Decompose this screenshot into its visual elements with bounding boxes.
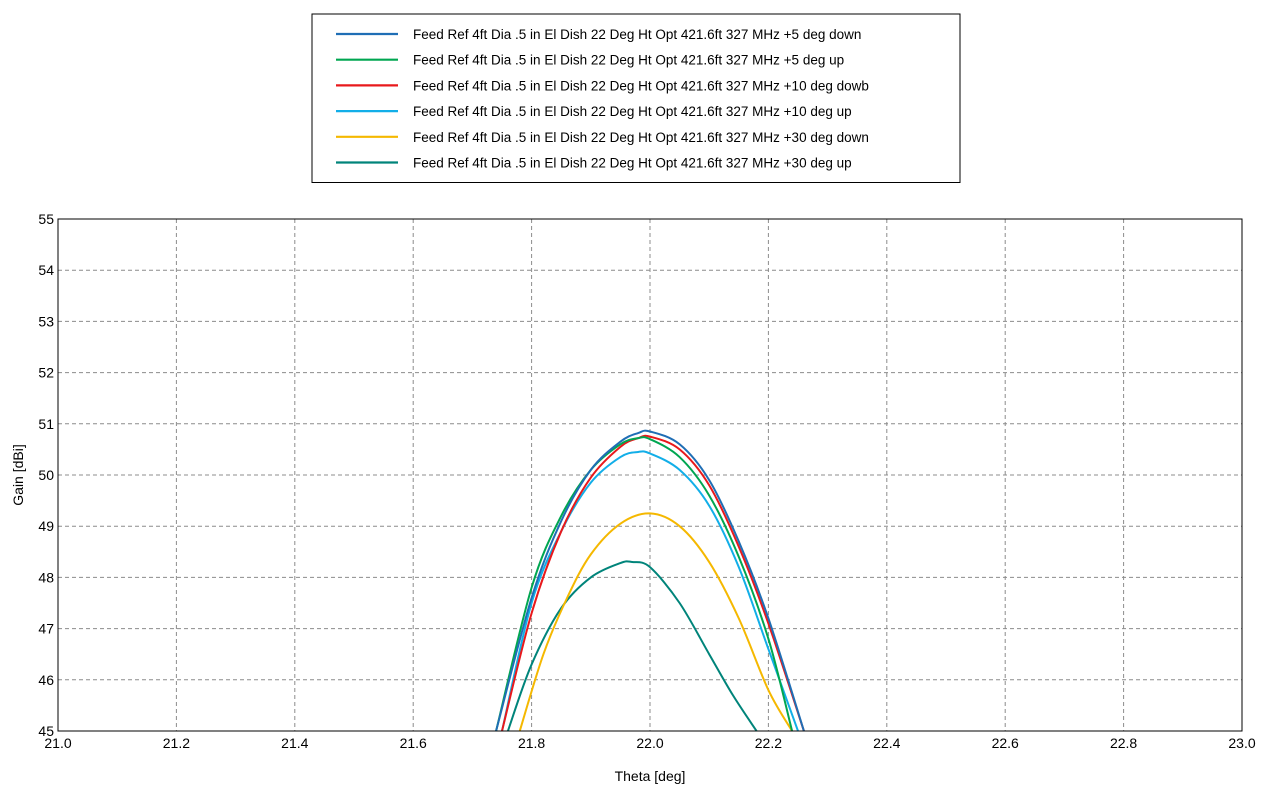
series-line-5 — [518, 512, 793, 731]
x-tick-label: 21.4 — [281, 735, 308, 751]
y-tick-label: 49 — [38, 518, 54, 534]
y-tick-label: 48 — [38, 569, 54, 585]
y-tick-label: 53 — [38, 313, 54, 329]
series-line-1 — [495, 429, 805, 731]
x-tick-label: 23.0 — [1228, 735, 1255, 751]
y-tick-label: 51 — [38, 416, 54, 432]
series-lines — [495, 429, 805, 731]
y-tick-label: 46 — [38, 672, 54, 688]
y-tick-label: 47 — [38, 621, 54, 637]
legend-entry-label: Feed Ref 4ft Dia .5 in El Dish 22 Deg Ht… — [413, 78, 869, 93]
x-tick-label: 22.4 — [873, 735, 900, 751]
y-tick-label: 45 — [38, 723, 54, 739]
x-axis-label: Theta [deg] — [615, 768, 686, 784]
x-tick-label: 22.0 — [636, 735, 663, 751]
y-tick-label: 52 — [38, 365, 54, 381]
legend-entry-label: Feed Ref 4ft Dia .5 in El Dish 22 Deg Ht… — [413, 104, 852, 119]
x-tick-labels: 21.0 21.2 21.4 21.6 21.8 22.0 22.2 22.4 22.6 22.8… — [44, 735, 1255, 751]
x-tick-label: 21.8 — [518, 735, 545, 751]
legend-entry-label: Feed Ref 4ft Dia .5 in El Dish 22 Deg Ht… — [413, 130, 869, 145]
series-line-4 — [501, 450, 799, 731]
series-line-3 — [501, 434, 805, 731]
x-tick-label: 22.2 — [755, 735, 782, 751]
x-tick-label: 22.6 — [992, 735, 1019, 751]
plot-frame — [57, 218, 1243, 732]
legend-entry-label: Feed Ref 4ft Dia .5 in El Dish 22 Deg Ht… — [413, 156, 852, 171]
legend-entry-label: Feed Ref 4ft Dia .5 in El Dish 22 Deg Ht… — [413, 53, 844, 68]
x-tick-label: 21.6 — [400, 735, 427, 751]
x-tick-label: 21.2 — [163, 735, 190, 751]
y-tick-labels: 45 46 47 48 49 50 51 52 53 54 55 — [38, 211, 54, 739]
x-tick-label: 22.8 — [1110, 735, 1137, 751]
y-axis-label: Gain [dBi] — [10, 444, 26, 505]
y-tick-label: 55 — [38, 211, 54, 227]
series-line-6 — [506, 560, 758, 731]
x-tick-label: 21.0 — [44, 735, 71, 751]
y-tick-label: 54 — [38, 262, 54, 278]
legend: Feed Ref 4ft Dia .5 in El Dish 22 Deg Ht… — [311, 13, 961, 183]
series-line-2 — [495, 436, 794, 731]
legend-entry-label: Feed Ref 4ft Dia .5 in El Dish 22 Deg Ht… — [413, 27, 861, 42]
y-tick-label: 50 — [38, 467, 54, 483]
legend-box — [311, 13, 961, 183]
grid — [58, 219, 1242, 731]
